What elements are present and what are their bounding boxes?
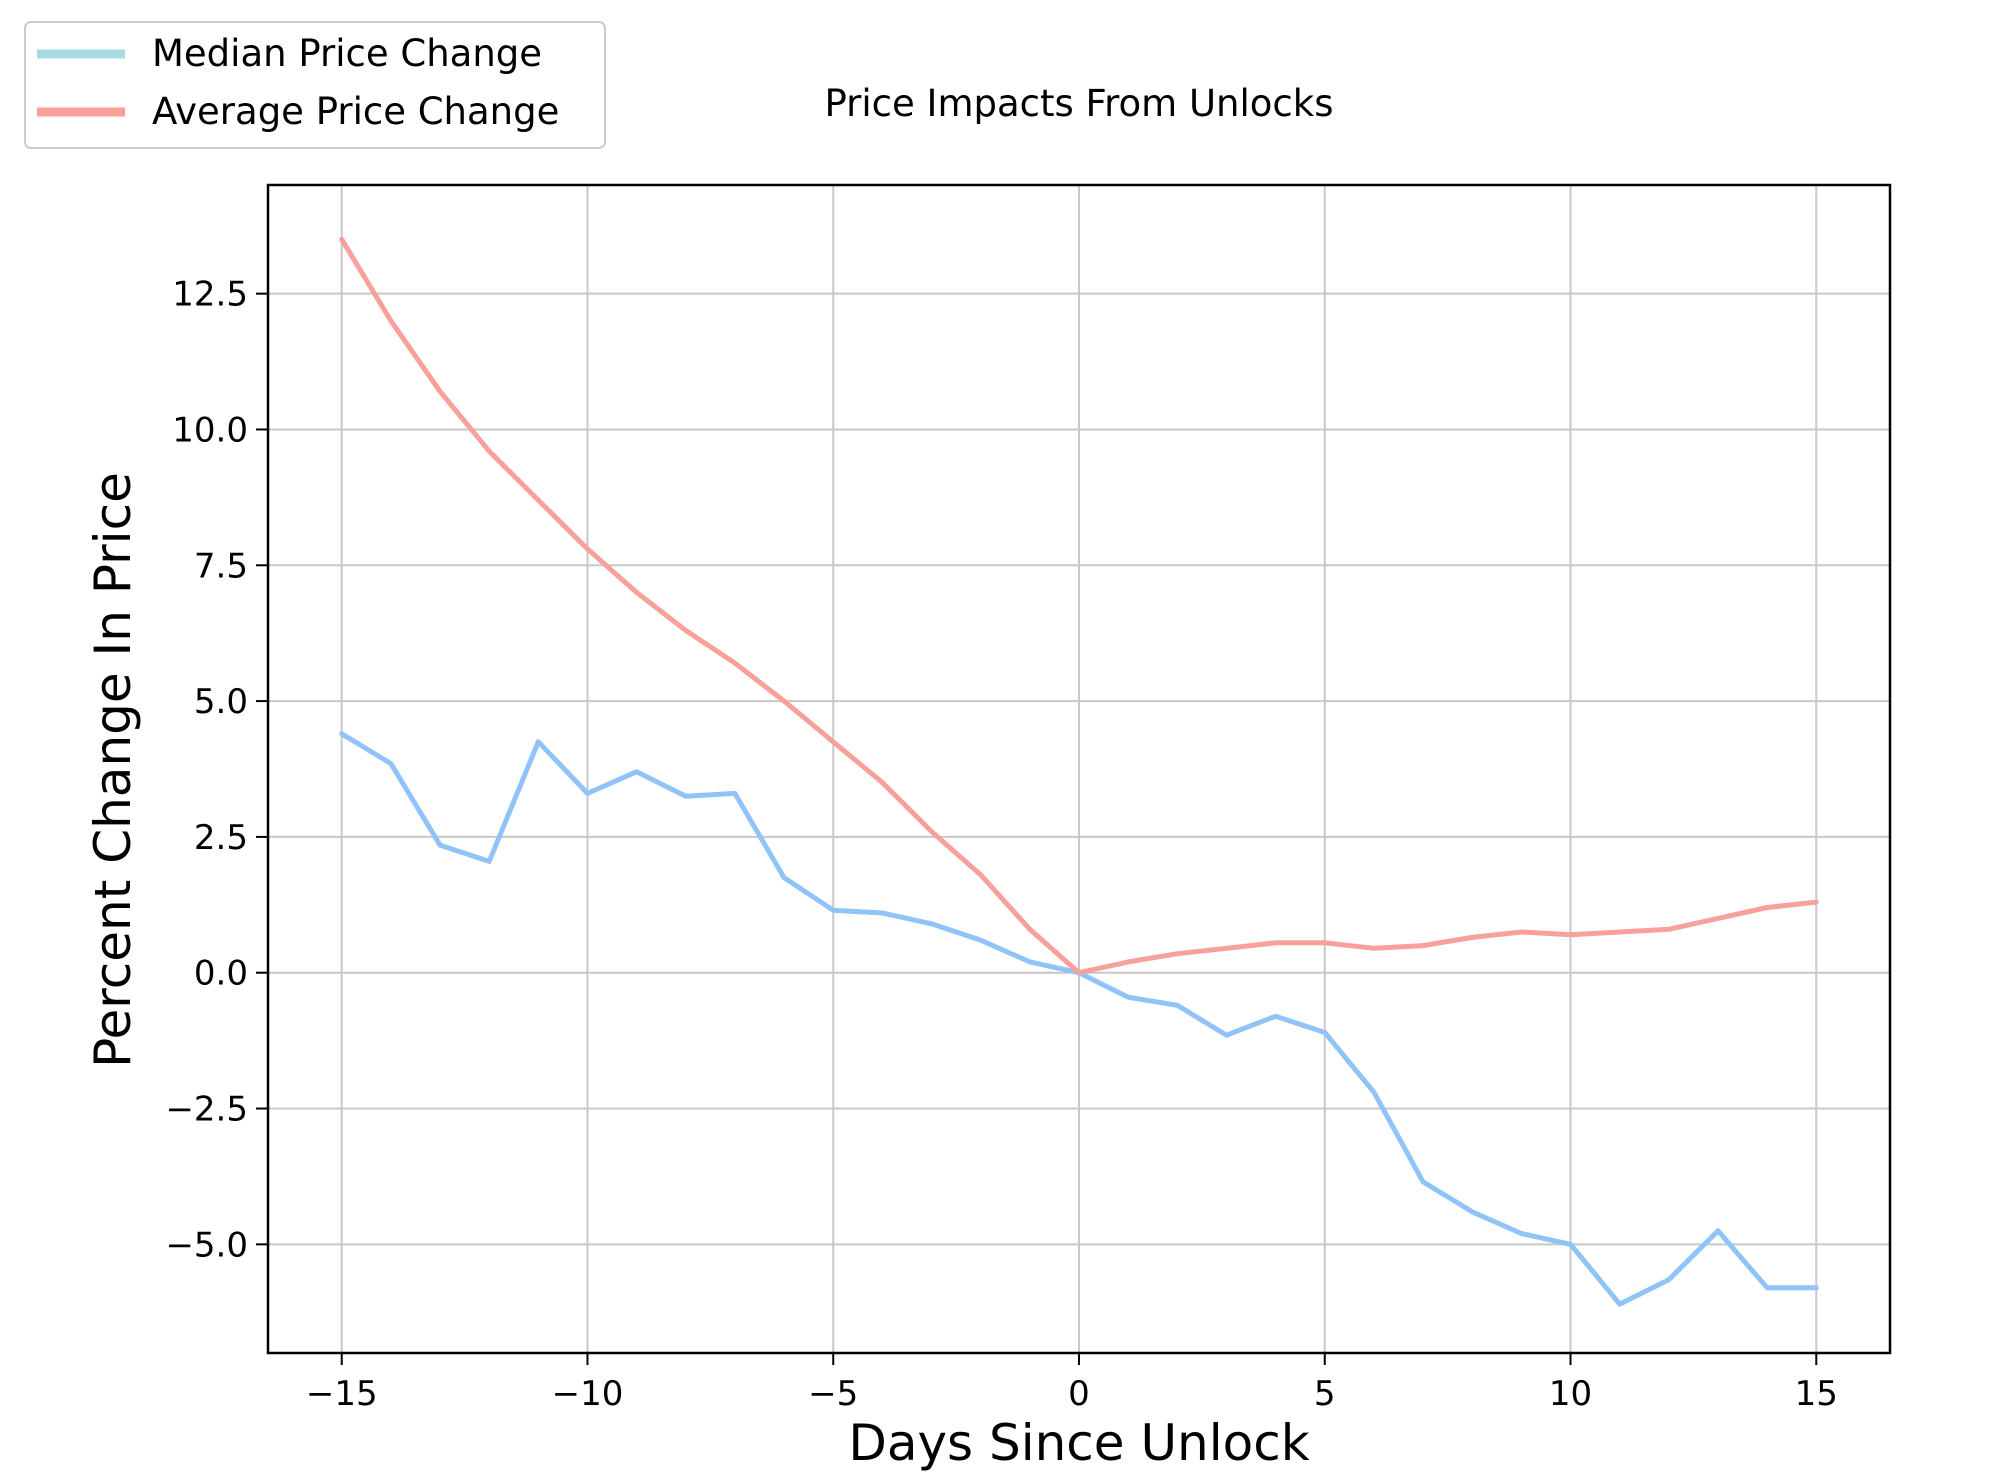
legend-box <box>24 21 606 149</box>
y-tick-label: 0.0 <box>194 954 248 994</box>
x-axis-label: Days Since Unlock <box>848 1414 1309 1472</box>
legend: Median Price Change Average Price Change <box>24 21 606 149</box>
grid-lines <box>268 185 1890 1353</box>
series-lines <box>339 236 1819 1307</box>
y-tick-label: 12.5 <box>172 275 248 315</box>
y-tick-label: 5.0 <box>194 682 248 722</box>
y-axis-label: Percent Change In Price <box>84 472 142 1068</box>
x-tick-label: −5 <box>808 1374 858 1414</box>
average-price-change-line <box>339 236 1819 976</box>
x-tick-label: 5 <box>1314 1374 1336 1414</box>
y-tick-label: −2.5 <box>165 1090 248 1130</box>
chart-title: Price Impacts From Unlocks <box>825 82 1334 125</box>
legend-label-average: Average Price Change <box>152 90 559 133</box>
x-tick-label: −15 <box>306 1374 378 1414</box>
x-tick-label: 0 <box>1068 1374 1090 1414</box>
y-tick-label: 10.0 <box>172 410 248 450</box>
y-tick-label: −5.0 <box>165 1225 248 1265</box>
y-tick-label: 7.5 <box>194 546 248 586</box>
x-tick-label: 15 <box>1795 1374 1838 1414</box>
x-tick-label: 10 <box>1549 1374 1592 1414</box>
axis-ticks: −15 −10 −5 0 5 10 15 −5.0 −2.5 0.0 2.5 5.0 7.5 10.0 12… <box>165 275 1837 1414</box>
y-tick-label: 2.5 <box>194 818 248 858</box>
x-tick-label: −10 <box>552 1374 624 1414</box>
legend-label-median: Median Price Change <box>152 32 542 75</box>
